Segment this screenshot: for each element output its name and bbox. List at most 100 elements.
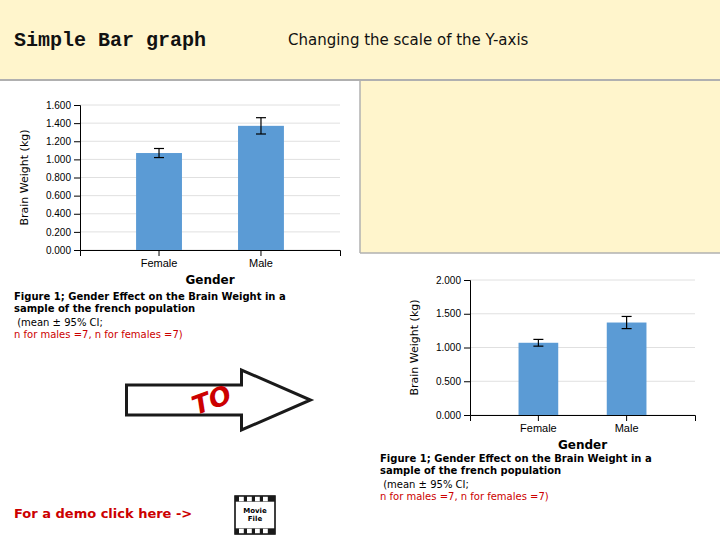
- x-tick-mark: [626, 415, 627, 421]
- y-tick-mark: [74, 141, 80, 142]
- x-axis: Female Male: [471, 415, 696, 434]
- error-bar-cap: [256, 133, 266, 134]
- y-tick-mark: [74, 105, 80, 106]
- y-tick-label: 1.600: [46, 100, 71, 111]
- error-bar-cap: [622, 328, 632, 329]
- film-strip: [235, 496, 275, 502]
- y-tick-label: 0.000: [436, 410, 461, 421]
- plot-marks: [136, 118, 284, 250]
- error-bar: [626, 316, 627, 328]
- y-tick-mark: [74, 250, 80, 251]
- bar: [136, 153, 182, 250]
- y-tick: 1.400: [46, 118, 80, 129]
- header-border: [0, 79, 720, 81]
- y-tick: 0.400: [46, 208, 80, 219]
- perforation: [239, 497, 244, 502]
- cream-panel-border: [360, 252, 720, 254]
- y-tick: 1.500: [436, 308, 470, 319]
- perforation: [247, 529, 252, 534]
- y-tick: 0.500: [436, 376, 470, 387]
- x-tick: Female: [141, 250, 178, 269]
- movie-frame: [235, 496, 275, 534]
- y-tick: 1.600: [46, 100, 80, 111]
- perforation: [239, 529, 244, 534]
- grid-line: [80, 213, 340, 214]
- y-tick: 1.000: [46, 154, 80, 165]
- perforation: [263, 529, 268, 534]
- error-bar-cap: [154, 148, 164, 149]
- y-tick: 2.000: [436, 275, 470, 286]
- caption: (mean ± 95% CI;: [380, 479, 469, 490]
- error-bar-cap: [154, 157, 164, 158]
- y-axis-label: Brain Weight (kg): [408, 299, 421, 395]
- movie-label-line: Movie: [243, 507, 267, 515]
- y-axis-line: [464, 281, 471, 416]
- cream-panel: [360, 81, 720, 253]
- y-tick-mark: [464, 348, 470, 349]
- caption-note: n for males =7, n for females =7): [380, 491, 549, 502]
- y-tick-label: 0.200: [46, 227, 71, 238]
- y-tick: 0.600: [46, 190, 80, 201]
- y-tick-mark: [74, 196, 80, 197]
- x-tick-label: Male: [249, 257, 273, 269]
- arrow-label: TO: [188, 379, 236, 421]
- movie-icon: MovieFile: [235, 496, 275, 534]
- y-tick-mark: [74, 214, 80, 215]
- bar: [519, 343, 559, 415]
- grid: [470, 280, 695, 415]
- caption-bold-line: sample of the french population: [14, 303, 195, 314]
- error-bar: [158, 149, 159, 158]
- y-axis-label: Brain Weight (kg): [18, 129, 31, 225]
- y-tick-label: 0.000: [46, 245, 71, 256]
- y-tick-mark: [464, 415, 470, 416]
- y-axis: 0.000 0.200 0.400 0.600 0.800 1.000 1.200 1.400…: [46, 100, 81, 256]
- y-tick-label: 1.400: [46, 118, 71, 129]
- x-tick: Female: [520, 415, 557, 434]
- movie-label: MovieFile: [243, 507, 267, 523]
- y-tick-label: 0.800: [46, 172, 71, 183]
- x-tick-label: Female: [520, 422, 557, 434]
- caption-note-line: n for males =7, n for females =7): [380, 491, 549, 502]
- y-tick: 1.200: [46, 136, 80, 147]
- y-axis-line: [74, 106, 81, 251]
- caption-bold-line: Figure 1; Gender Effect on the Brain Wei…: [380, 453, 652, 464]
- chart: 0.0000.5001.0001.5002.000FemaleMaleGende…: [408, 275, 696, 452]
- error-bar-cap: [256, 117, 266, 118]
- y-tick: 0.800: [46, 172, 80, 183]
- x-tick-label: Male: [615, 422, 639, 434]
- demo-text: For a demo click here ->: [14, 506, 192, 521]
- y-tick: 0.000: [46, 245, 80, 256]
- y-tick-label: 0.600: [46, 190, 71, 201]
- y-tick-label: 0.400: [46, 208, 71, 219]
- grid-line: [470, 347, 695, 348]
- y-axis: 0.0000.5001.0001.5002.000: [436, 275, 471, 421]
- header-band: [0, 0, 720, 80]
- x-tick-mark: [538, 415, 539, 421]
- error-bar: [260, 118, 261, 134]
- caption-note: n for males =7, n for females =7): [14, 329, 183, 340]
- grid-line: [80, 159, 340, 160]
- y-tick-mark: [464, 381, 470, 382]
- y-tick-label: 0.500: [436, 376, 461, 387]
- caption-line: (mean ± 95% CI;: [380, 479, 469, 490]
- film-strip: [235, 528, 275, 534]
- caption-line: (mean ± 95% CI;: [14, 317, 103, 328]
- grid-line: [470, 280, 695, 281]
- bar: [607, 323, 647, 415]
- y-tick-label: 2.000: [436, 275, 461, 286]
- y-tick-mark: [464, 280, 470, 281]
- x-tick-mark: [260, 250, 261, 256]
- x-tick-mark: [159, 250, 160, 256]
- arrow: [127, 370, 311, 430]
- grid-line: [470, 381, 695, 382]
- caption-bold-line: Figure 1; Gender Effect on the Brain Wei…: [14, 291, 286, 302]
- error-bar-cap: [533, 339, 543, 340]
- x-axis-line: [471, 416, 696, 422]
- x-tick: Male: [249, 250, 273, 269]
- cream-panel-border: [359, 81, 361, 253]
- perforation: [263, 497, 268, 502]
- perforation: [255, 497, 260, 502]
- x-tick: Male: [615, 415, 639, 434]
- error-bar-cap: [622, 316, 632, 317]
- caption-note-line: n for males =7, n for females =7): [14, 329, 183, 340]
